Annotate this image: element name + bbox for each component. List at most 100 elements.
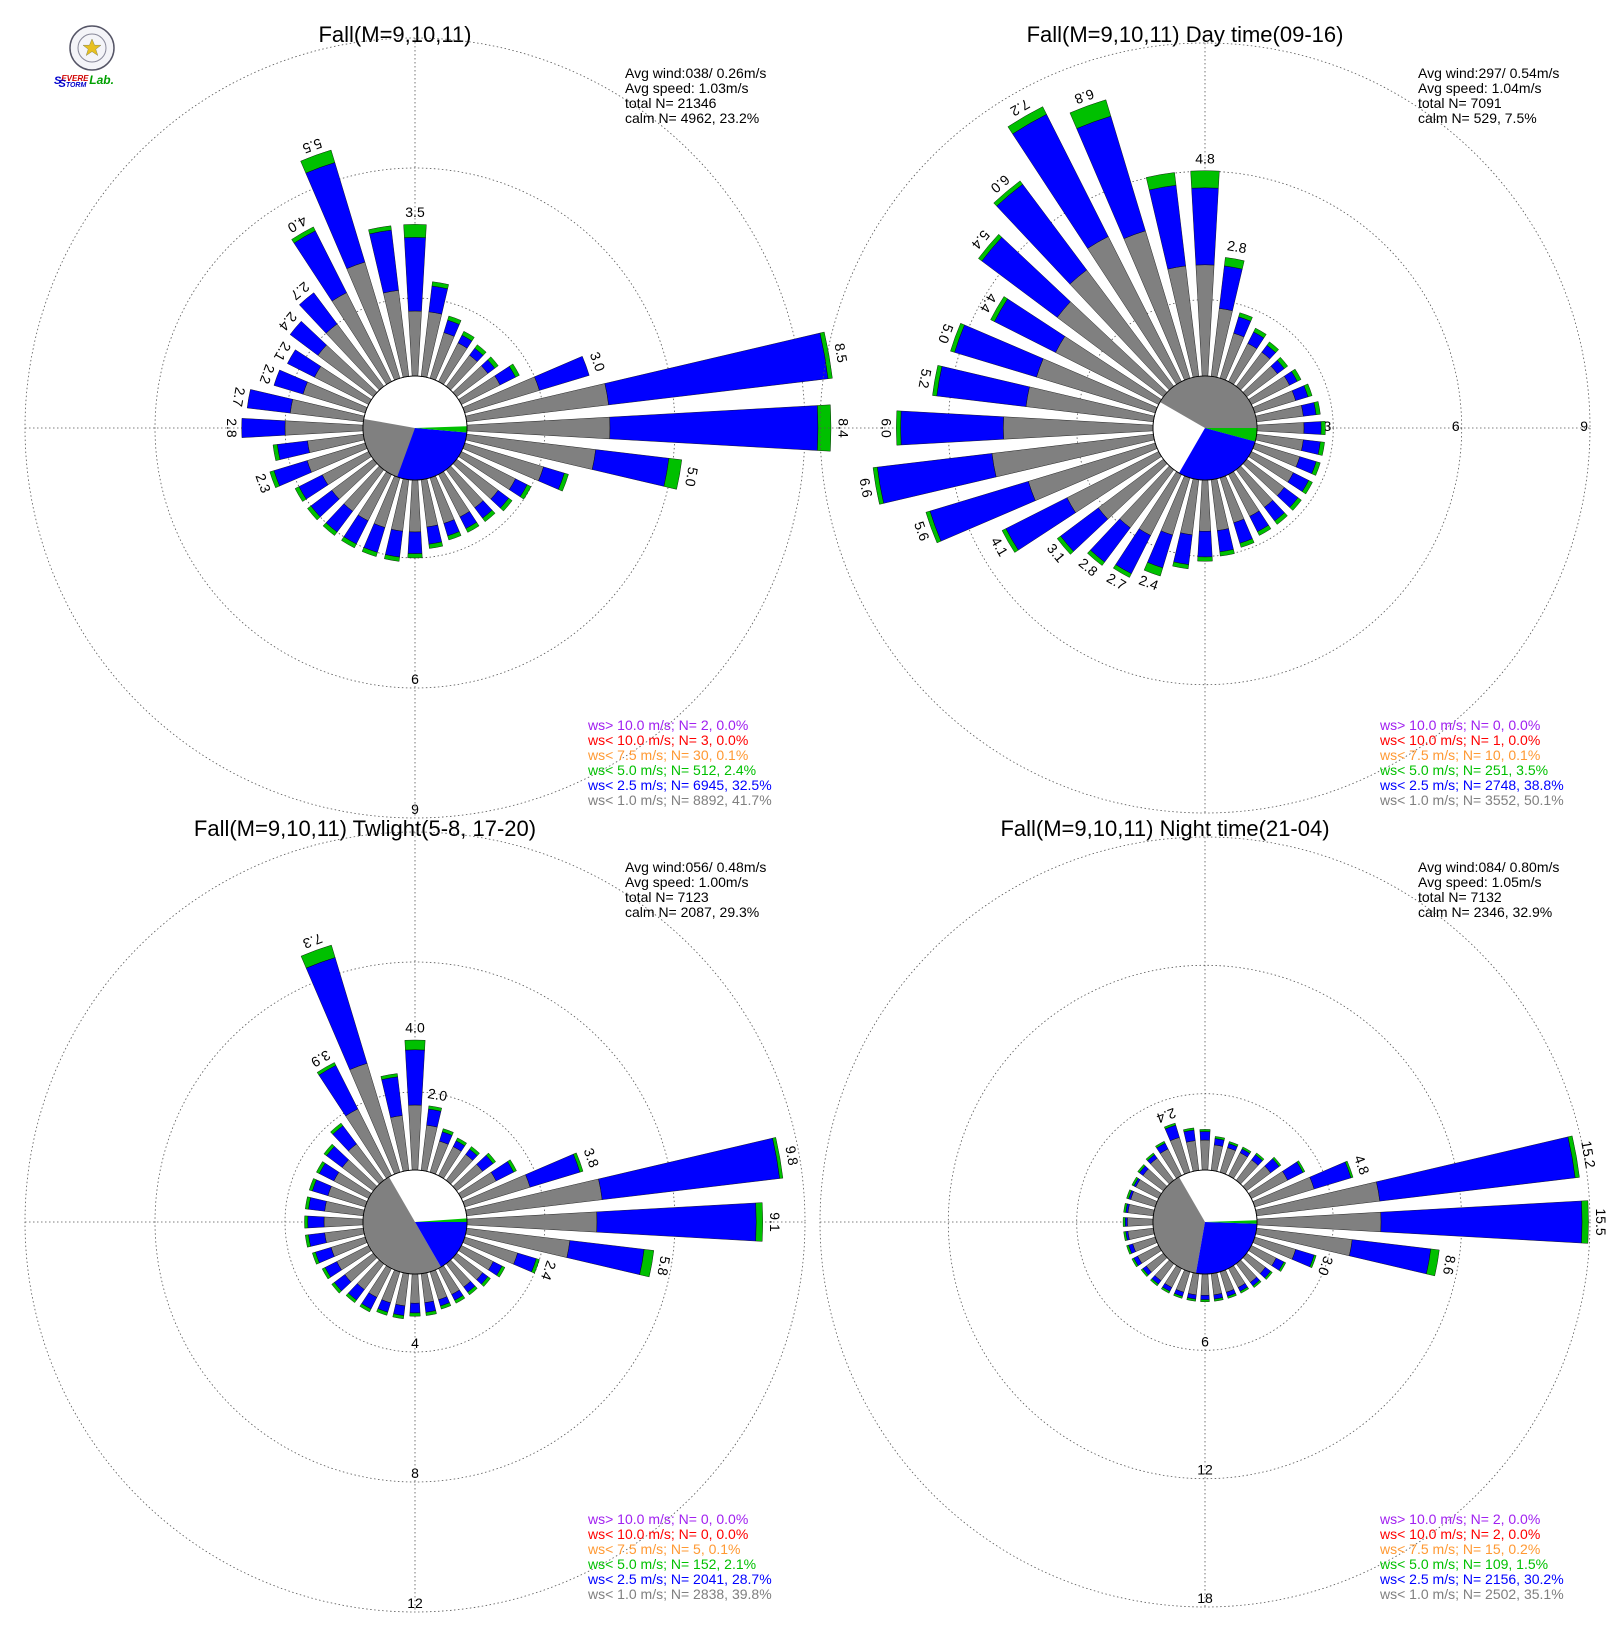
bar-segment-blue xyxy=(1173,532,1193,565)
bar-segment-green xyxy=(1001,528,1019,553)
panel-title: Fall(M=9,10,11) Night time(21-04) xyxy=(1000,816,1329,841)
legend-entry: ws< 7.5 m/s; N= 10, 0.1% xyxy=(1379,747,1540,763)
legend-entry: ws> 10.0 m/s; N= 0, 0.0% xyxy=(587,1511,748,1527)
bar-segment-green xyxy=(1320,421,1326,435)
bar-segment-green xyxy=(407,553,423,559)
bar-segment-green xyxy=(1344,1160,1354,1179)
bar-segment-green xyxy=(1567,1135,1580,1179)
bar-segment-green xyxy=(1172,561,1189,570)
bar-segment-green xyxy=(481,1276,491,1287)
bar-segment-blue xyxy=(289,320,327,356)
bar-segment-green xyxy=(1228,1141,1239,1147)
bar-segment-blue xyxy=(900,410,1004,446)
bar-segment-gray xyxy=(1127,1217,1154,1227)
bar-segment-blue xyxy=(936,366,1030,407)
bar-segment-green xyxy=(308,1178,317,1192)
bar-segment-green xyxy=(1214,1136,1225,1141)
windrose-panel-3: Fall(M=9,10,11) Twlight(5-8, 17-20) 4 8 12 4… xyxy=(24,816,806,1613)
bar-label: 3.8 xyxy=(581,1146,603,1170)
bar-segment-blue xyxy=(1309,1161,1352,1190)
calm-sector-gray xyxy=(1153,1176,1205,1274)
bar-segment-blue xyxy=(1200,1295,1210,1300)
legend-entry: ws< 7.5 m/s; N= 15, 0.2% xyxy=(1379,1541,1540,1557)
bar-label: 5.0 xyxy=(682,466,701,488)
bar-segment-green xyxy=(469,1146,480,1156)
bar-segment-green xyxy=(474,344,487,356)
bar-segment-green xyxy=(1219,549,1235,557)
bar-label: 2.4 xyxy=(1154,1105,1178,1127)
stat-line: calm N= 529, 7.5% xyxy=(1418,110,1537,126)
bar-segment-green xyxy=(1303,383,1313,398)
bar-segment-green xyxy=(323,1143,335,1157)
ring-label: 4 xyxy=(411,1335,419,1351)
bar-segment-green xyxy=(1137,1164,1146,1174)
bar-segment-green xyxy=(558,472,569,492)
bar-segment-green xyxy=(322,522,338,536)
bar-segment-blue xyxy=(308,1232,327,1247)
legend-entry: ws< 2.5 m/s; N= 2041, 28.7% xyxy=(587,1571,772,1587)
ring-label: 6 xyxy=(1201,1333,1209,1349)
bar-label: 4.0 xyxy=(405,1020,425,1036)
ring-label: 18 xyxy=(1197,1590,1213,1606)
bar-segment-green xyxy=(455,1137,467,1147)
bar-segment-green xyxy=(1278,1261,1287,1272)
legend-entry: ws< 1.0 m/s; N= 2502, 35.1% xyxy=(1379,1586,1564,1602)
bar-segment-green xyxy=(896,410,902,446)
bar-segment-green xyxy=(1239,538,1255,548)
bar-segment-blue xyxy=(525,1153,581,1188)
bar-label: 2.2 xyxy=(257,362,279,386)
bar-segment-green xyxy=(465,522,480,533)
legend-entry: ws< 1.0 m/s; N= 3552, 50.1% xyxy=(1379,792,1564,808)
stat-line: Avg wind:297/ 0.54m/s xyxy=(1418,65,1559,81)
calm-outline xyxy=(1152,1169,1258,1275)
bar-segment-green xyxy=(1264,1270,1273,1280)
bar-segment-green xyxy=(1140,1268,1149,1277)
bar-label: 5.8 xyxy=(654,1255,673,1277)
panel-title: Fall(M=9,10,11) Day time(09-16) xyxy=(1027,22,1344,47)
bar-segment-green xyxy=(1186,1297,1197,1302)
legend-entry: ws< 7.5 m/s; N= 5, 0.1% xyxy=(587,1541,741,1557)
bar-segment-green xyxy=(447,315,462,325)
bar-segment-green xyxy=(1126,1244,1132,1255)
bar-segment-green xyxy=(978,233,1003,262)
calm-outline xyxy=(1152,375,1258,481)
bar-segment-green xyxy=(1309,1254,1317,1269)
bar-segment-gray xyxy=(383,290,410,378)
ring-label: 9 xyxy=(1580,418,1588,434)
bar-segment-green xyxy=(496,1265,506,1278)
bar-segment-green xyxy=(1291,368,1302,382)
bar-segment-green xyxy=(663,458,683,490)
bar-segment-green xyxy=(305,1196,311,1210)
calm-sector-blue xyxy=(1179,428,1256,480)
bar-segment-gray xyxy=(1256,1211,1382,1233)
bar-segment-blue xyxy=(426,524,442,545)
legend-entry: ws< 5.0 m/s; N= 512, 2.4% xyxy=(587,762,756,778)
bar-segment-green xyxy=(487,356,499,369)
bar-segment-green xyxy=(316,1161,326,1174)
bar-label: 4.8 xyxy=(1195,150,1215,166)
bar-segment-green xyxy=(1126,1189,1132,1200)
bar-segment-blue xyxy=(1217,528,1234,553)
bar-label: 2.7 xyxy=(229,386,248,408)
bar-segment-green xyxy=(485,1152,496,1164)
bar-segment-blue xyxy=(596,1202,757,1242)
legend-entry: ws> 10.0 m/s; N= 2, 0.0% xyxy=(587,717,748,733)
bar-segment-green xyxy=(1161,1286,1171,1294)
bar-segment-blue xyxy=(1301,439,1321,455)
calm-sector-blue xyxy=(397,428,467,480)
legend-entry: ws< 1.0 m/s; N= 8892, 41.7% xyxy=(587,792,772,808)
panel-title: Fall(M=9,10,11) xyxy=(318,22,471,47)
bar-segment-green xyxy=(1145,1152,1155,1161)
bar-segment-green xyxy=(1183,1127,1195,1133)
bar-segment-green xyxy=(425,1310,437,1316)
bar-segment-green xyxy=(1257,524,1272,536)
bar-segment-gray xyxy=(1195,264,1215,377)
bar-segment-gray xyxy=(466,1211,598,1233)
legend-entry: ws< 10.0 m/s; N= 0, 0.0% xyxy=(587,1526,748,1542)
stat-line: total N= 7091 xyxy=(1418,95,1502,111)
bar-segment-gray xyxy=(1210,1272,1223,1296)
bar-segment-blue xyxy=(308,1197,327,1212)
bar-segment-green xyxy=(1227,1293,1237,1299)
bar-segment-green xyxy=(368,225,392,235)
